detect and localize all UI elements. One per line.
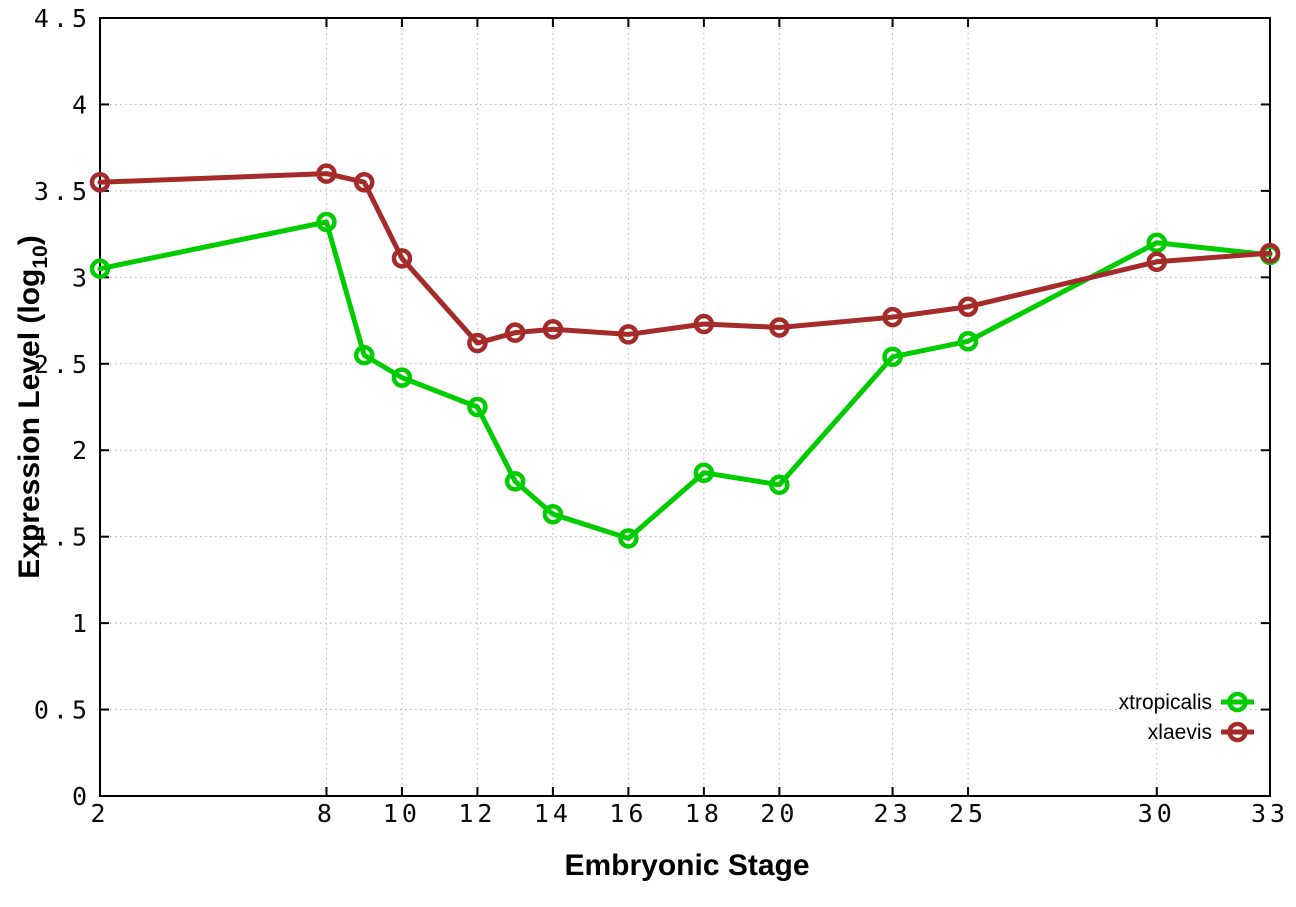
xtropicalis-data-point xyxy=(316,211,337,233)
legend: xtropicalis xlaevis xyxy=(1119,691,1254,744)
x-tick-label: 30 xyxy=(1138,799,1176,828)
y-tick-label: 4 xyxy=(72,90,91,119)
gridlines xyxy=(100,18,1270,796)
x-tick-label: 2 xyxy=(90,799,109,828)
x-tick-labels: 2 8 10 12 14 16 18 20 23 25 30 33 xyxy=(90,799,1289,828)
x-tick-label: 25 xyxy=(949,799,987,828)
xtropicalis-line xyxy=(97,219,1273,541)
y-axis-title-main: Expression Level (log xyxy=(13,268,46,579)
xlaevis-data-point xyxy=(769,317,790,338)
series-xtropicalis xyxy=(89,211,1281,549)
xlaevis-line xyxy=(97,171,1273,346)
x-tick-label: 16 xyxy=(609,799,647,828)
xlaevis-data-point xyxy=(882,306,903,328)
xtropicalis-data-point xyxy=(89,258,111,279)
x-tick-label: 33 xyxy=(1251,799,1289,828)
xtropicalis-data-point xyxy=(542,503,564,525)
plot-border xyxy=(99,17,1271,797)
y-tick-label: 3 xyxy=(72,263,91,292)
xtropicalis-data-point xyxy=(693,462,715,483)
xlaevis-data-point xyxy=(391,248,413,269)
xtropicalis-data-point xyxy=(467,396,488,418)
y-axis-title: Expression Level (log10) xyxy=(13,235,53,578)
xtropicalis-data-point xyxy=(618,528,639,549)
xlaevis-data-point xyxy=(316,163,337,184)
y-tick-label: 1.5 xyxy=(34,523,91,552)
tick-marks xyxy=(99,17,1271,797)
xlaevis-data-point xyxy=(693,313,715,335)
xlaevis-data-point xyxy=(618,324,639,345)
x-tick-label: 8 xyxy=(317,799,336,828)
y-tick-label: 2 xyxy=(72,436,91,465)
y-tick-label: 4.5 xyxy=(34,4,91,33)
xtropicalis-data-point xyxy=(1146,232,1168,254)
legend-sample-marker-xlaevis xyxy=(1227,721,1248,743)
x-tick-label: 14 xyxy=(534,799,572,828)
legend-sample-marker-xtropicalis xyxy=(1227,691,1248,713)
xlaevis-data-point xyxy=(353,171,375,193)
xtropicalis-data-point xyxy=(769,474,790,496)
x-tick-label: 10 xyxy=(383,799,421,828)
xlaevis-data-point xyxy=(957,296,979,317)
y-tick-label: 0 xyxy=(72,782,91,811)
y-tick-label: 0.5 xyxy=(34,696,91,725)
x-tick-label: 20 xyxy=(760,799,798,828)
y-axis-title-subscript: 10 xyxy=(29,245,52,269)
y-tick-label: 3.5 xyxy=(34,177,91,206)
y-tick-label: 2.5 xyxy=(34,350,91,379)
xtropicalis-data-point xyxy=(504,471,526,492)
legend-label-xlaevis: xlaevis xyxy=(1148,721,1212,744)
xlaevis-data-point xyxy=(89,171,111,193)
xlaevis-data-point xyxy=(1146,251,1168,273)
y-tick-label: 1 xyxy=(72,609,91,638)
x-tick-label: 12 xyxy=(458,799,496,828)
x-tick-label: 23 xyxy=(874,799,912,828)
xtropicalis-data-point xyxy=(882,346,903,368)
y-tick-labels: 0 0.5 1 1.5 2 2.5 3 3.5 4 4.5 xyxy=(34,4,91,811)
legend-label-xtropicalis: xtropicalis xyxy=(1119,691,1212,714)
y-axis-title-close: ) xyxy=(13,235,46,246)
xlaevis-data-point xyxy=(1259,242,1281,264)
xtropicalis-data-point xyxy=(391,367,413,388)
xlaevis-data-point xyxy=(542,318,564,340)
xtropicalis-data-point xyxy=(957,331,979,352)
xtropicalis-data-point xyxy=(353,344,375,366)
xlaevis-data-point xyxy=(467,332,488,354)
x-axis-title: Embryonic Stage xyxy=(564,849,810,882)
xlaevis-data-point xyxy=(504,322,526,343)
series-xlaevis xyxy=(89,163,1281,354)
x-tick-label: 18 xyxy=(685,799,723,828)
